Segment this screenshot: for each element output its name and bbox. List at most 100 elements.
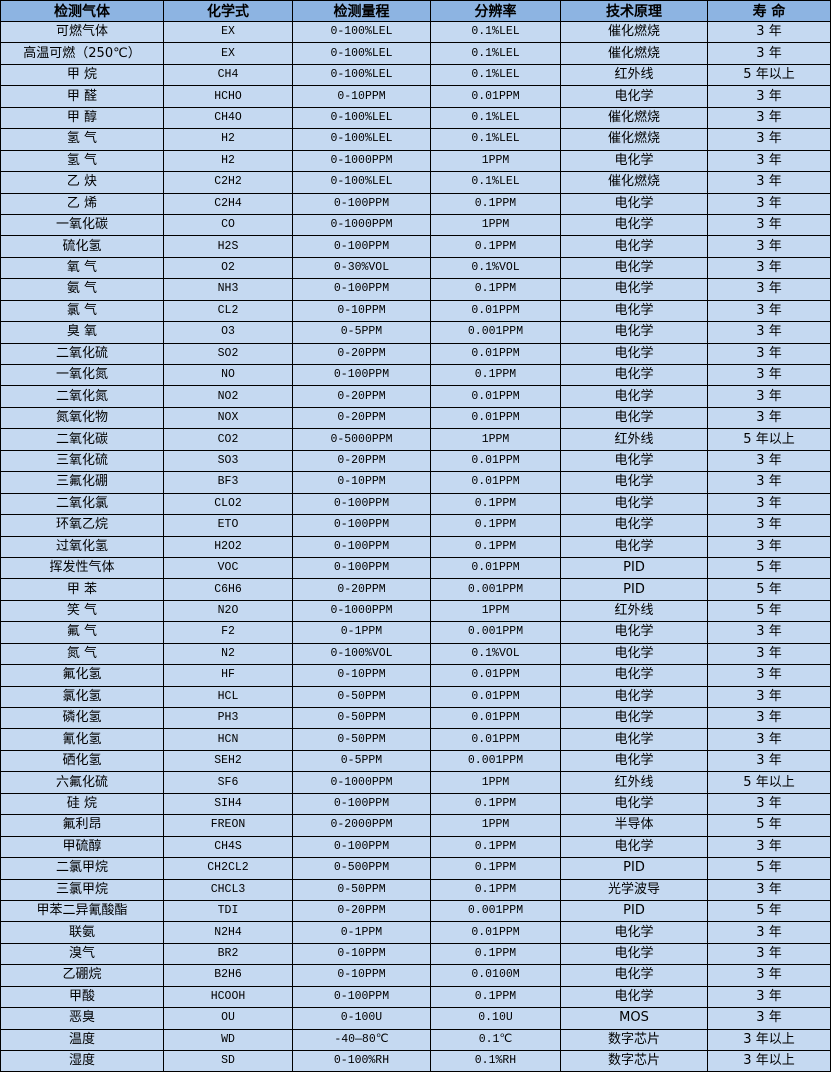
cell-formula: HCN <box>163 728 293 751</box>
cell-resolution: 0.1PPM <box>430 235 561 258</box>
table-row: 臭 氧 O3 0-5PPM 0.001PPM 电化学 3 年 <box>0 321 831 344</box>
cell-gas: 一氧化碳 <box>0 213 164 237</box>
cell-formula: HCOOH <box>163 985 293 1009</box>
cell-principle: 红外线 <box>560 599 708 623</box>
cell-resolution: 1PPM <box>430 149 561 173</box>
cell-range: 0-10PPM <box>292 471 431 494</box>
cell-resolution: 0.1PPM <box>430 535 561 558</box>
cell-gas: 氨 气 <box>0 278 164 301</box>
cell-formula: H2 <box>163 149 293 173</box>
cell-resolution: 0.1PPM <box>430 363 561 387</box>
cell-resolution: 0.1%VOL <box>430 642 561 666</box>
cell-principle: 电化学 <box>560 321 708 344</box>
cell-gas: 磷化氢 <box>0 706 164 730</box>
cell-gas: 联氨 <box>0 921 164 944</box>
table-row: 氟 气 F2 0-1PPM 0.001PPM 电化学 3 年 <box>0 621 831 644</box>
cell-range: 0-50PPM <box>292 685 431 709</box>
cell-gas: 甲硫醇 <box>0 835 164 859</box>
cell-lifetime: 3 年 <box>707 471 831 494</box>
cell-lifetime: 3 年 <box>707 664 831 687</box>
cell-gas: 环氧乙烷 <box>0 514 164 537</box>
cell-formula: TDI <box>163 899 293 923</box>
cell-gas: 氮氧化物 <box>0 406 164 430</box>
cell-resolution: 0.1PPM <box>430 985 561 1009</box>
header-row: 检测气体 化学式 检测量程 分辨率 技术原理 寿 命 <box>0 0 831 22</box>
cell-resolution: 0.01PPM <box>430 449 561 473</box>
cell-gas: 甲 烷 <box>0 63 164 87</box>
table-row: 乙 烯 C2H4 0-100PPM 0.1PPM 电化学 3 年 <box>0 192 831 215</box>
table-row: 过氧化氢 H2O2 0-100PPM 0.1PPM 电化学 3 年 <box>0 535 831 558</box>
cell-resolution: 0.1%LEL <box>430 128 561 151</box>
cell-gas: 氯 气 <box>0 299 164 323</box>
cell-gas: 氯化氢 <box>0 685 164 709</box>
table-row: 氯化氢 HCL 0-50PPM 0.01PPM 电化学 3 年 <box>0 685 831 709</box>
cell-range: 0-50PPM <box>292 878 431 901</box>
cell-lifetime: 3 年 <box>707 42 831 65</box>
cell-resolution: 0.0100M <box>430 964 561 987</box>
cell-range: 0-100PPM <box>292 363 431 387</box>
cell-range: 0-100PPM <box>292 278 431 301</box>
cell-range: 0-100%LEL <box>292 42 431 65</box>
header-resolution: 分辨率 <box>430 0 561 22</box>
cell-range: 0-20PPM <box>292 578 431 601</box>
cell-resolution: 0.1PPM <box>430 278 561 301</box>
table-row: 氨 气 NH3 0-100PPM 0.1PPM 电化学 3 年 <box>0 278 831 301</box>
table-row: 甲苯二异氰酸酯 TDI 0-20PPM 0.001PPM PID 5 年 <box>0 899 831 923</box>
cell-formula: SIH4 <box>163 792 293 816</box>
table-row: 二氧化氮 NO2 0-20PPM 0.01PPM 电化学 3 年 <box>0 385 831 408</box>
cell-formula: H2S <box>163 235 293 258</box>
cell-resolution: 1PPM <box>430 599 561 623</box>
cell-range: 0-2000PPM <box>292 814 431 837</box>
cell-principle: 催化燃烧 <box>560 128 708 151</box>
cell-lifetime: 3 年 <box>707 278 831 301</box>
cell-range: 0-100%LEL <box>292 20 431 44</box>
cell-formula: EX <box>163 20 293 44</box>
cell-range: 0-10PPM <box>292 85 431 108</box>
table-row: 二氧化硫 SO2 0-20PPM 0.01PPM 电化学 3 年 <box>0 342 831 366</box>
cell-lifetime: 5 年 <box>707 556 831 580</box>
cell-lifetime: 3 年 <box>707 299 831 323</box>
cell-range: -40—80℃ <box>292 1028 431 1052</box>
cell-principle: 电化学 <box>560 342 708 366</box>
cell-gas: 氟 气 <box>0 621 164 644</box>
cell-range: 0-100%LEL <box>292 106 431 130</box>
cell-principle: PID <box>560 899 708 923</box>
cell-formula: SO3 <box>163 449 293 473</box>
cell-lifetime: 3 年 <box>707 706 831 730</box>
cell-gas: 甲 醛 <box>0 85 164 108</box>
table-row: 三氟化硼 BF3 0-10PPM 0.01PPM 电化学 3 年 <box>0 471 831 494</box>
cell-lifetime: 3 年 <box>707 942 831 966</box>
cell-formula: PH3 <box>163 706 293 730</box>
cell-principle: 电化学 <box>560 942 708 966</box>
cell-resolution: 0.01PPM <box>430 385 561 408</box>
cell-lifetime: 3 年 <box>707 256 831 280</box>
cell-resolution: 0.1PPM <box>430 878 561 901</box>
table-row: 甲酸 HCOOH 0-100PPM 0.1PPM 电化学 3 年 <box>0 985 831 1009</box>
cell-range: 0-500PPM <box>292 857 431 880</box>
cell-lifetime: 3 年 <box>707 128 831 151</box>
cell-formula: OU <box>163 1007 293 1030</box>
cell-principle: 催化燃烧 <box>560 20 708 44</box>
cell-resolution: 0.1%VOL <box>430 256 561 280</box>
cell-gas: 氮 气 <box>0 642 164 666</box>
cell-resolution: 0.1PPM <box>430 857 561 880</box>
table-body: 可燃气体 EX 0-100%LEL 0.1%LEL 催化燃烧 3 年高温可燃（250℃） E… <box>0 20 831 1073</box>
cell-lifetime: 3 年 <box>707 835 831 859</box>
cell-lifetime: 5 年 <box>707 814 831 837</box>
cell-resolution: 0.1PPM <box>430 942 561 966</box>
cell-resolution: 0.1%RH <box>430 1049 561 1073</box>
cell-principle: 催化燃烧 <box>560 42 708 65</box>
cell-gas: 乙 炔 <box>0 171 164 194</box>
cell-principle: 电化学 <box>560 642 708 666</box>
table-row: 硒化氢 SEH2 0-5PPM 0.001PPM 电化学 3 年 <box>0 749 831 773</box>
cell-lifetime: 3 年 <box>707 449 831 473</box>
cell-resolution: 0.10U <box>430 1007 561 1030</box>
cell-lifetime: 3 年 <box>707 363 831 387</box>
cell-lifetime: 3 年 <box>707 535 831 558</box>
table-row: 一氧化氮 NO 0-100PPM 0.1PPM 电化学 3 年 <box>0 363 831 387</box>
cell-formula: O3 <box>163 321 293 344</box>
cell-formula: HF <box>163 664 293 687</box>
cell-gas: 甲 苯 <box>0 578 164 601</box>
cell-principle: 电化学 <box>560 406 708 430</box>
cell-formula: NOX <box>163 406 293 430</box>
